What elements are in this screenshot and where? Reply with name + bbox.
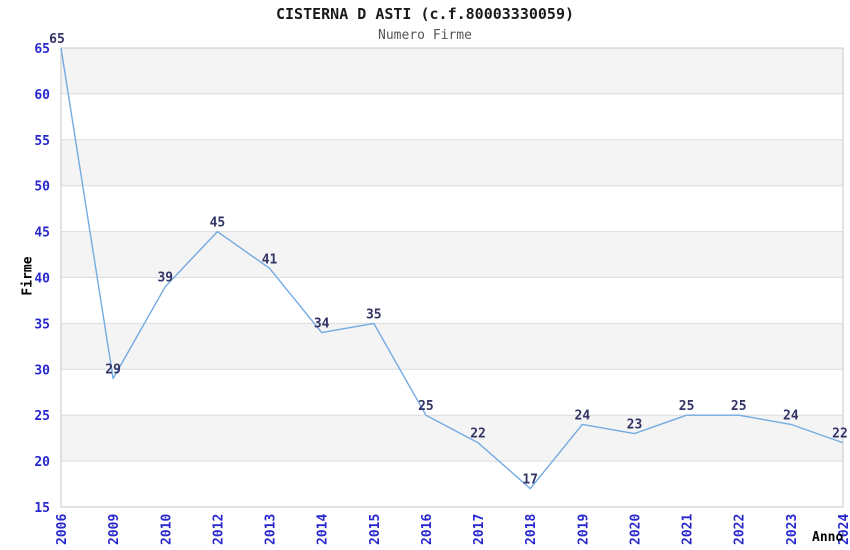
x-tick-label: 2015 [368, 514, 383, 545]
x-tick-label: 2023 [785, 514, 800, 545]
x-tick-label: 2013 [264, 514, 279, 545]
data-point-label: 65 [49, 32, 65, 47]
data-point-label: 17 [522, 473, 538, 488]
x-tick-label: 2009 [107, 514, 122, 545]
data-point-label: 34 [314, 317, 330, 332]
x-tick-label: 2020 [628, 514, 643, 545]
x-tick-label: 2018 [524, 514, 539, 545]
x-tick-label: 2017 [472, 514, 487, 545]
data-point-label: 25 [731, 399, 747, 414]
x-tick-label: 2016 [420, 514, 435, 545]
y-tick-label: 55 [34, 134, 50, 149]
data-point-label: 25 [679, 399, 695, 414]
data-point-label: 29 [105, 362, 121, 377]
x-tick-label: 2024 [837, 514, 850, 545]
y-axis-title: Firme [20, 256, 36, 296]
x-tick-label: 2012 [211, 514, 226, 545]
y-tick-label: 65 [34, 42, 50, 57]
plot-band [61, 415, 843, 462]
data-point-label: 22 [470, 427, 486, 442]
y-tick-label: 45 [34, 226, 50, 241]
y-tick-label: 20 [34, 455, 50, 470]
x-tick-label: 2021 [681, 514, 696, 545]
y-tick-label: 30 [34, 363, 50, 378]
y-tick-label: 50 [34, 180, 50, 195]
plot-border [60, 47, 844, 508]
y-tick-label: 15 [34, 501, 50, 516]
plot-band [61, 48, 843, 94]
chart-title: CISTERNA D ASTI (c.f.80003330059) [275, 5, 574, 23]
x-tick-label: 2022 [733, 514, 748, 545]
plot-band [61, 139, 843, 186]
data-point-label: 35 [366, 307, 382, 322]
data-point-label: 24 [575, 408, 591, 423]
x-axis-title: Anno [812, 530, 844, 545]
x-tick-label: 2006 [55, 514, 70, 545]
data-point-label: 41 [262, 252, 278, 267]
series-line [60, 47, 844, 490]
y-tick-label: 25 [34, 409, 50, 424]
y-tick-label: 60 [34, 88, 50, 103]
x-tick-label: 2010 [159, 514, 174, 545]
x-tick-label: 2014 [316, 514, 331, 545]
data-point-label: 22 [832, 427, 848, 442]
plot-band [61, 323, 843, 370]
data-point-label: 23 [627, 418, 643, 433]
data-point-label: 45 [210, 216, 226, 231]
chart-subtitle: Numero Firme [378, 28, 472, 43]
data-point-label: 24 [783, 408, 799, 423]
y-tick-label: 35 [34, 317, 50, 332]
y-tick-label: 40 [34, 272, 50, 287]
data-point-label: 39 [157, 271, 173, 286]
data-point-label: 25 [418, 399, 434, 414]
x-tick-label: 2019 [576, 514, 591, 545]
plot-band [61, 231, 843, 278]
